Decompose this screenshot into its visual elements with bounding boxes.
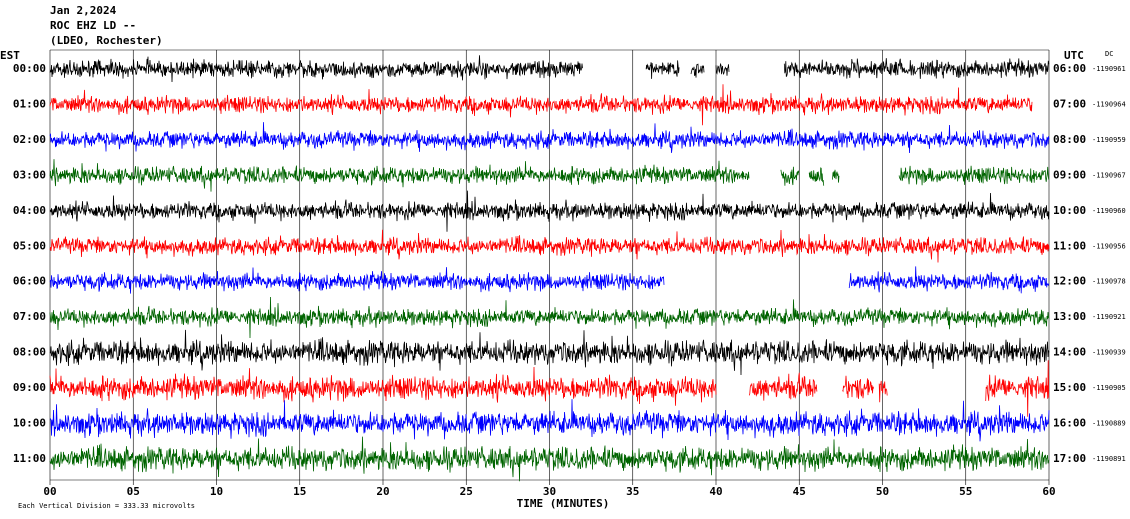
- trace: [49, 366, 717, 406]
- trace: [898, 165, 1050, 186]
- count-label: -1190905: [1092, 384, 1126, 392]
- utc-label: 13:00: [1053, 310, 1086, 323]
- est-label: 02:00: [13, 133, 46, 146]
- utc-label: 15:00: [1053, 381, 1086, 394]
- trace: [49, 55, 583, 83]
- chart-title: Jan 2,2024: [50, 4, 117, 17]
- est-label: 04:00: [13, 204, 46, 217]
- utc-label: 08:00: [1053, 133, 1086, 146]
- count-label: -1190964: [1092, 100, 1126, 108]
- x-tick-label: 45: [793, 485, 806, 498]
- count-label: -1190960: [1092, 207, 1126, 215]
- x-tick-label: 30: [543, 485, 556, 498]
- trace: [645, 60, 680, 79]
- right-axis-label: UTC: [1064, 49, 1084, 62]
- trace: [49, 84, 1033, 126]
- utc-label: 11:00: [1053, 239, 1086, 252]
- est-label: 06:00: [13, 275, 46, 288]
- x-tick-label: 25: [460, 485, 473, 498]
- x-tick-label: 60: [1042, 485, 1055, 498]
- utc-label: 10:00: [1053, 204, 1086, 217]
- x-tick-label: 10: [210, 485, 223, 498]
- est-label: 09:00: [13, 381, 46, 394]
- count-label: -1190961: [1092, 65, 1126, 73]
- est-label: 00:00: [13, 62, 46, 75]
- utc-label: 14:00: [1053, 346, 1086, 359]
- trace: [49, 296, 1050, 339]
- x-tick-label: 50: [876, 485, 889, 498]
- utc-label: 07:00: [1053, 97, 1086, 110]
- x-tick-label: 40: [709, 485, 722, 498]
- trace: [808, 167, 825, 186]
- x-axis-label: TIME (MINUTES): [517, 497, 610, 510]
- x-tick-label: 00: [43, 485, 56, 498]
- trace: [49, 399, 1050, 442]
- est-label: 03:00: [13, 168, 46, 181]
- trace: [690, 63, 705, 78]
- count-label: -1190959: [1092, 136, 1126, 144]
- trace: [49, 229, 1050, 263]
- count-label: -1190967: [1092, 171, 1126, 179]
- trace: [848, 266, 1050, 294]
- count-label: -1190889: [1092, 420, 1126, 428]
- left-axis-label: EST: [0, 49, 20, 62]
- chart-subtitle: (LDEO, Rochester): [50, 34, 163, 47]
- trace: [49, 190, 1050, 232]
- utc-label: 09:00: [1053, 168, 1086, 181]
- count-label: -1190939: [1092, 349, 1126, 357]
- x-tick-label: 20: [376, 485, 389, 498]
- count-label: -1190921: [1092, 313, 1126, 321]
- trace: [780, 166, 800, 186]
- trace: [748, 372, 818, 401]
- est-label: 07:00: [13, 310, 46, 323]
- scale-note: Each Vertical Division = 333.33 microvol…: [18, 502, 195, 510]
- trace: [49, 159, 750, 192]
- utc-label: 16:00: [1053, 417, 1086, 430]
- est-label: 01:00: [13, 97, 46, 110]
- utc-label: 06:00: [1053, 62, 1086, 75]
- trace: [49, 436, 1050, 482]
- count-label: -1190891: [1092, 455, 1126, 463]
- x-tick-label: 05: [127, 485, 140, 498]
- trace: [832, 169, 840, 183]
- trace: [985, 360, 1050, 417]
- count-label: -1190978: [1092, 278, 1126, 286]
- x-tick-label: 55: [959, 485, 972, 498]
- est-label: 08:00: [13, 346, 46, 359]
- trace: [842, 375, 874, 399]
- x-tick-label: 35: [626, 485, 639, 498]
- trace: [878, 380, 888, 403]
- x-tick-label: 15: [293, 485, 306, 498]
- utc-label: 17:00: [1053, 452, 1086, 465]
- trace: [783, 58, 1050, 79]
- corner-label: DC: [1105, 50, 1113, 58]
- count-label: -1190956: [1092, 242, 1126, 250]
- est-label: 05:00: [13, 239, 46, 252]
- chart-subtitle: ROC EHZ LD --: [50, 19, 136, 32]
- trace: [49, 329, 1050, 376]
- est-label: 10:00: [13, 417, 46, 430]
- est-label: 11:00: [13, 452, 46, 465]
- trace: [49, 122, 1050, 154]
- trace: [715, 62, 730, 76]
- trace: [49, 267, 665, 294]
- utc-label: 12:00: [1053, 275, 1086, 288]
